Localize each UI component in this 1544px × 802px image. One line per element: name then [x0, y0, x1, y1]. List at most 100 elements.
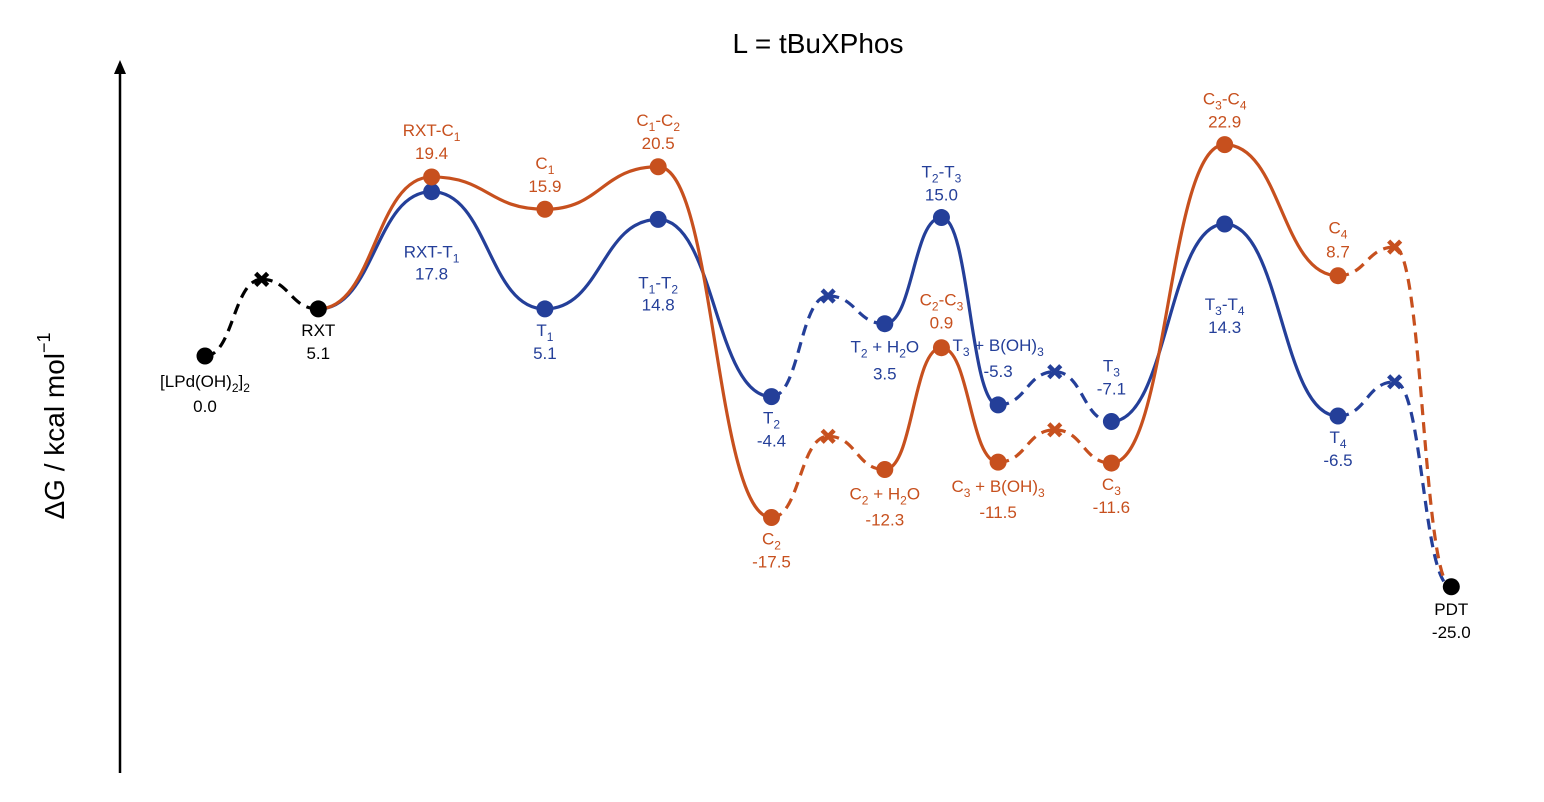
- series-solid-curve: [544, 165, 659, 211]
- orange-state-value: -12.3: [865, 511, 904, 530]
- state-point: [763, 509, 780, 527]
- blue-state-value: -6.5: [1323, 451, 1352, 470]
- state-point: [1329, 407, 1347, 425]
- ts-cross-mark: [820, 288, 836, 304]
- state-point: [989, 453, 1007, 471]
- orange-state-value: -17.5: [752, 553, 791, 572]
- ts-cross-mark: [1047, 364, 1063, 380]
- orange-state-label: C3​: [1102, 475, 1121, 498]
- orange-state-value: -11.5: [979, 503, 1017, 522]
- orange-state-value: 15.9: [528, 177, 561, 196]
- series-solid-curve: [1224, 143, 1339, 278]
- blue-state-label: T1​-T2​: [638, 273, 678, 296]
- blue-state-label: T2​ + H2​O: [850, 338, 919, 361]
- ts-cross-mark: [820, 428, 836, 444]
- state-point: [763, 388, 780, 406]
- orange-state-value: 19.4: [415, 144, 448, 163]
- blue-state-value: -5.3: [983, 362, 1012, 381]
- ts-cross-mark: [1387, 239, 1403, 255]
- black-dashed-curve: [204, 277, 262, 358]
- state-point: [536, 200, 554, 218]
- state-point: [932, 339, 950, 357]
- series-solid-curve: [884, 215, 942, 326]
- series-solid-curve: [884, 346, 942, 472]
- orange-state-label: C2​-C3​: [920, 291, 964, 314]
- state-point: [423, 183, 441, 201]
- series-solid-curve: [1224, 222, 1339, 418]
- blue-state-value: 5.1: [533, 344, 557, 363]
- orange-state-label: C2​ + H2​O: [850, 485, 921, 508]
- series-solid-curve: [941, 346, 999, 464]
- orange-state-label: C4​: [1329, 219, 1348, 242]
- pdt-value: -25.0: [1432, 623, 1471, 642]
- rxt-value: 5.1: [306, 344, 330, 363]
- series-solid-curve: [318, 175, 432, 311]
- blue-state-label: RXT-T1​: [404, 243, 460, 266]
- orange-state-label: C1​: [535, 154, 554, 177]
- orange-state-value: 20.5: [642, 134, 675, 153]
- orange-state-value: 8.7: [1326, 243, 1350, 262]
- state-point: [1102, 413, 1120, 431]
- series-dashed-curve: [1337, 380, 1395, 418]
- blue-state-label: T4​: [1329, 428, 1346, 451]
- state-point: [932, 209, 950, 227]
- ts-cross-mark: [1387, 374, 1403, 390]
- state-point: [876, 461, 894, 479]
- ts-cross-mark: [1047, 422, 1063, 438]
- ts-cross-mark: [254, 271, 270, 287]
- series-solid-curve: [657, 165, 772, 520]
- labels-layer: [LPd(OH)2​]2​ 0.0 RXT 5.1 PDT -25.0 RXT-T1​17.…: [160, 90, 1471, 642]
- y-axis-label: ΔG / kcal mol−1: [34, 332, 70, 519]
- rxt-label: RXT: [301, 321, 335, 340]
- series-solid-curve: [940, 215, 999, 407]
- orange-state-value: 0.9: [930, 314, 954, 333]
- chart-title: L = tBuXPhos: [733, 28, 904, 59]
- start-label: [LPd(OH)2​]2​: [160, 372, 250, 395]
- orange-state-label: C3​ + B(OH)3​: [951, 477, 1045, 500]
- state-point: [423, 168, 441, 186]
- state-point: [196, 347, 214, 365]
- series-dashed-curve: [997, 428, 1055, 464]
- blue-state-label: T3​: [1103, 357, 1120, 380]
- blue-state-label: T1​: [536, 321, 553, 344]
- blue-state-value: 15.0: [925, 186, 958, 205]
- series-solid-curve: [431, 190, 545, 311]
- state-point: [309, 300, 327, 318]
- blue-state-value: -7.1: [1097, 380, 1126, 399]
- orange-state-value: 22.9: [1208, 113, 1241, 132]
- series-solid-curve: [658, 217, 772, 399]
- start-value: 0.0: [193, 397, 217, 416]
- series-dashed-curve: [771, 294, 829, 399]
- orange-state-label: C2​: [762, 530, 781, 553]
- black-dashed-curve: [261, 277, 319, 311]
- series-dashed-curve: [828, 434, 885, 472]
- series-dashed-curve: [1054, 370, 1112, 424]
- state-point: [536, 300, 554, 318]
- marks-layer: [196, 136, 1460, 596]
- blue-state-value: 3.5: [873, 365, 897, 384]
- state-point: [989, 396, 1007, 414]
- series-dashed-curve: [1054, 428, 1112, 465]
- series-solid-curve: [1111, 222, 1225, 424]
- state-point: [1329, 267, 1347, 285]
- blue-state-value: -4.4: [757, 432, 786, 451]
- orange-state-label: C1​-C2​: [636, 111, 680, 134]
- orange-state-label: RXT-C1​: [403, 121, 461, 144]
- state-point: [649, 158, 667, 176]
- series-dashed-curve: [1393, 245, 1453, 589]
- blue-state-label: T3​ + B(OH)3​: [952, 336, 1044, 359]
- series-dashed-curve: [1394, 380, 1452, 589]
- state-point: [1216, 215, 1234, 233]
- blue-state-value: 14.3: [1208, 318, 1241, 337]
- series-solid-curve: [431, 175, 545, 211]
- pdt-label: PDT: [1434, 600, 1468, 619]
- state-point: [649, 210, 667, 228]
- orange-state-value: -11.6: [1093, 498, 1131, 517]
- state-point: [876, 315, 894, 333]
- series-dashed-curve: [771, 434, 829, 520]
- orange-state-label: C3​-C4​: [1203, 90, 1247, 113]
- state-point: [1442, 578, 1460, 596]
- state-point: [1102, 454, 1120, 472]
- blue-state-label: T2​-T3​: [922, 163, 962, 186]
